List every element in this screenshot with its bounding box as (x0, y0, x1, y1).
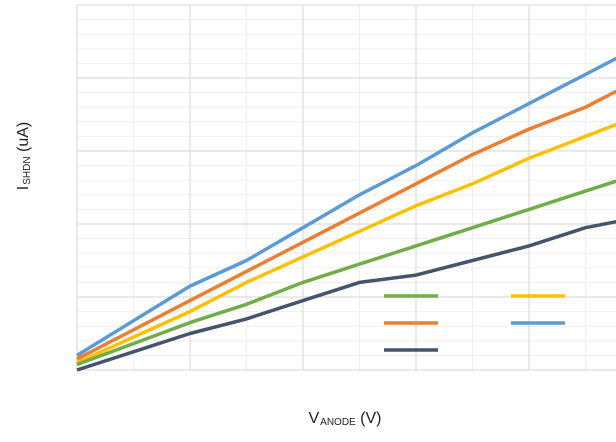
major-gridlines (76, 4, 616, 371)
x-axis-title-main: V (308, 410, 320, 427)
x-axis-title-subscript: ANODE (320, 417, 356, 428)
y-axis-title-unit: (uA) (15, 121, 32, 157)
x-axis-title-unit: (V) (355, 410, 382, 427)
series-line-5 (76, 219, 616, 372)
minor-gridlines (76, 4, 616, 371)
series-line-2 (76, 89, 616, 361)
y-axis-title-subscript: SHDN (22, 156, 33, 185)
series-line-3 (76, 122, 616, 365)
series-lines (76, 56, 616, 372)
series-line-4 (76, 179, 616, 367)
y-axis-title-main: I (15, 185, 32, 191)
series-line-1 (76, 56, 616, 357)
y-axis-title: ISHDN (uA) (15, 122, 33, 190)
x-axis-title: VANODE (V) (0, 410, 616, 428)
legend (384, 294, 565, 352)
